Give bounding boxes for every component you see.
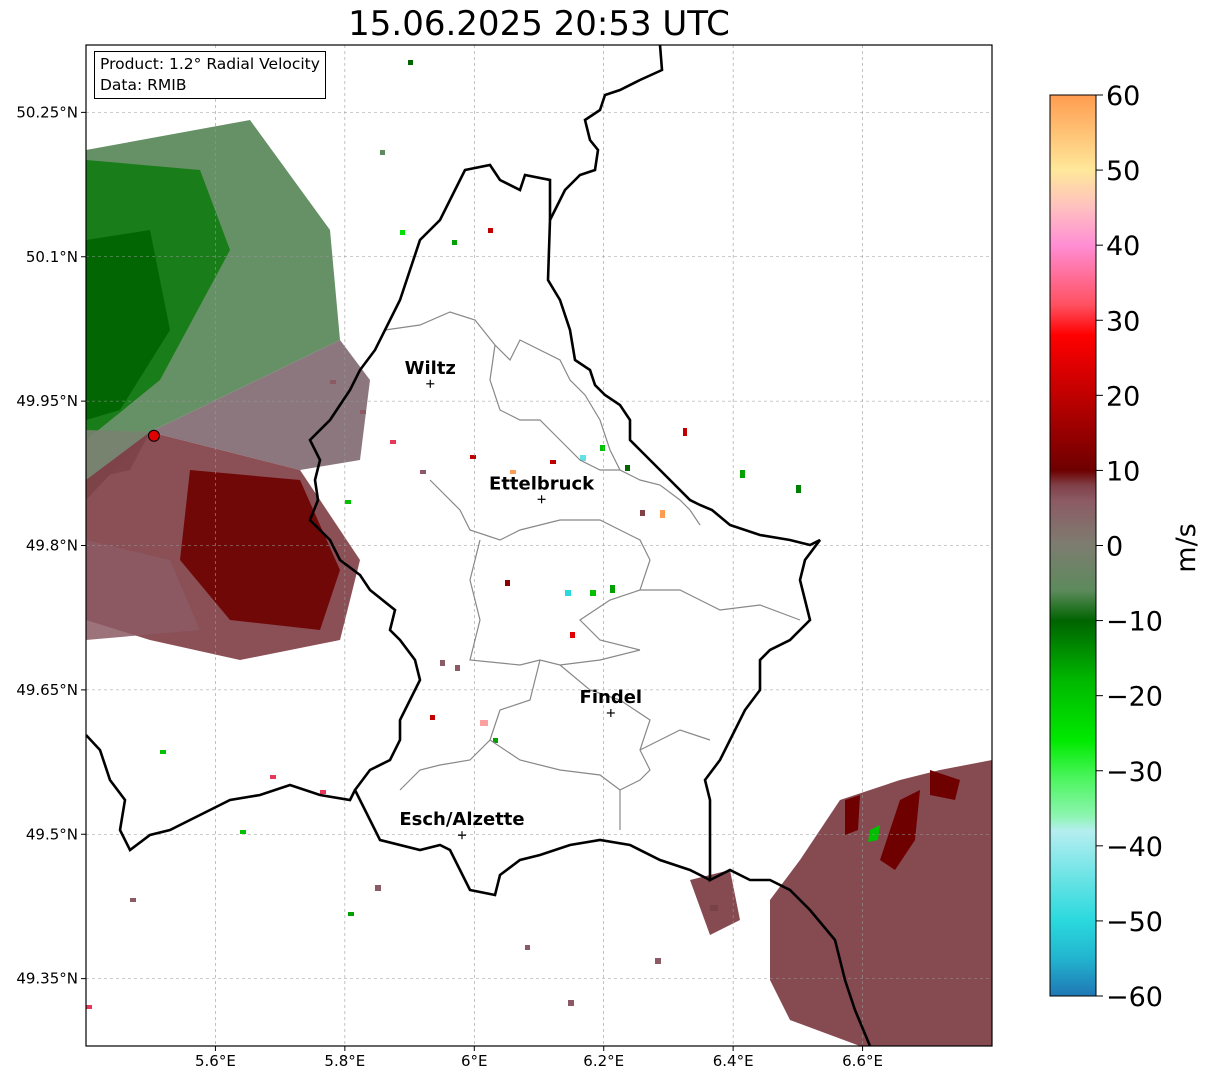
lon-tick-label: 6°E [461,1052,488,1070]
colorbar-tick-label: 60 [1106,81,1140,112]
city-name: Wiltz [405,358,456,379]
colorbar-tick-label: 50 [1106,156,1140,187]
colorbar-tick-label: 30 [1106,306,1140,337]
colorbar-tick-label: 20 [1106,381,1140,412]
city-wiltz: Wiltz [405,358,456,388]
colorbar-tick-label: 0 [1106,532,1123,563]
city-ettelbruck: Ettelbruck [489,473,595,504]
product-info-box: Product: 1.2° Radial Velocity Data: RMIB [94,51,326,99]
colorbar-tick-label: −40 [1106,832,1163,863]
map-title: 15.06.2025 20:53 UTC [348,4,730,44]
gridlines [86,45,992,1046]
product-line: Product: 1.2° Radial Velocity [100,55,320,73]
city-findel: Findel [580,687,643,717]
canton-borders [384,311,801,830]
data-source-line: Data: RMIB [100,76,187,94]
country-borders [86,45,872,1046]
lat-tick-label: 49.35°N [16,970,78,988]
city-labels: Wiltz Ettelbruck Findel Esch/Alzette [399,358,643,840]
city-name: Findel [580,687,643,708]
lat-tick-label: 49.5°N [26,825,78,843]
colorbar-ticks: 60 50 40 30 20 10 0 −10 −20 −30 −40 −50 −60 [1096,81,1163,1013]
colorbar-tick-label: 40 [1106,231,1140,262]
lat-tick-label: 49.8°N [26,537,78,555]
lon-tick-label: 5.6°E [195,1052,236,1070]
latitude-axis: 50.25°N 50.1°N 49.95°N 49.8°N 49.65°N 49.5°N 4… [16,103,86,988]
radar-site-marker [147,429,160,442]
colorbar-tick-label: −60 [1106,982,1163,1013]
city-name: Ettelbruck [489,473,595,494]
lon-tick-label: 6.6°E [842,1052,883,1070]
lat-tick-label: 50.1°N [26,248,78,266]
lon-tick-label: 6.2°E [583,1052,624,1070]
lat-tick-label: 50.25°N [16,103,78,121]
lon-tick-label: 6.4°E [713,1052,754,1070]
colorbar-tick-label: −10 [1106,607,1163,638]
colorbar-label: m/s [1171,523,1202,572]
city-esch-alzette: Esch/Alzette [399,809,525,840]
colorbar-tick-label: −30 [1106,757,1163,788]
echo-speckles [86,60,801,1009]
longitude-axis: 5.6°E 5.8°E 6°E 6.2°E 6.4°E 6.6°E [195,1046,883,1070]
colorbar [1050,95,1096,996]
lon-tick-label: 5.8°E [324,1052,365,1070]
radar-echoes [86,60,992,1046]
city-name: Esch/Alzette [399,809,524,830]
lat-tick-label: 49.65°N [16,681,78,699]
colorbar-tick-label: 10 [1106,456,1140,487]
colorbar-tick-label: −20 [1106,682,1163,713]
colorbar-tick-label: −50 [1106,907,1163,938]
lat-tick-label: 49.95°N [16,392,78,410]
